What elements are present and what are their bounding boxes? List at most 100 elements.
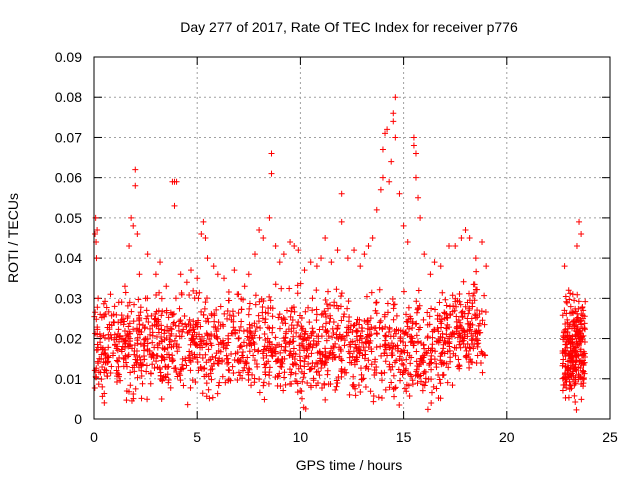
data-point [237, 372, 244, 379]
data-point [410, 142, 417, 149]
data-point [394, 342, 401, 349]
data-point [367, 315, 374, 322]
data-point [204, 331, 211, 338]
data-point [397, 327, 404, 334]
data-point [575, 305, 582, 312]
data-point [205, 346, 212, 353]
data-point [194, 359, 201, 366]
data-point [251, 375, 258, 382]
data-point [145, 318, 152, 325]
data-point [251, 346, 258, 353]
data-point [566, 296, 573, 303]
data-point [213, 334, 220, 341]
data-point [581, 326, 588, 333]
data-point [208, 342, 215, 349]
data-point [125, 323, 132, 330]
data-point [127, 369, 134, 376]
data-point [223, 352, 230, 359]
data-point [476, 320, 483, 327]
data-point [472, 255, 479, 262]
data-point [389, 296, 396, 303]
data-point [224, 355, 231, 362]
data-point [159, 308, 166, 315]
data-point [102, 310, 109, 317]
data-point [379, 146, 386, 153]
data-point [428, 400, 435, 407]
data-point [291, 360, 298, 367]
data-point [572, 352, 579, 359]
data-point [215, 319, 222, 326]
data-point [382, 130, 389, 137]
data-point [355, 382, 362, 389]
data-point [559, 312, 566, 319]
data-point [318, 333, 325, 340]
data-point [250, 339, 257, 346]
data-point [282, 381, 289, 388]
data-point [213, 328, 220, 335]
data-point [386, 178, 393, 185]
data-point [126, 243, 133, 250]
data-point [163, 334, 170, 341]
data-point [313, 317, 320, 324]
data-point [165, 351, 172, 358]
data-point [291, 308, 298, 315]
data-point [115, 371, 122, 378]
data-point [254, 348, 261, 355]
data-point [221, 310, 228, 317]
data-point [429, 334, 436, 341]
data-point [162, 363, 169, 370]
data-point [283, 307, 290, 314]
data-point [291, 243, 298, 250]
data-point [464, 320, 471, 327]
data-point [573, 348, 580, 355]
data-point [562, 382, 569, 389]
data-point [330, 330, 337, 337]
data-point [309, 295, 316, 302]
data-point [449, 382, 456, 389]
data-point [124, 302, 131, 309]
data-point [238, 318, 245, 325]
data-point [95, 344, 102, 351]
data-point [328, 345, 335, 352]
data-point [333, 286, 340, 293]
data-point [256, 376, 263, 383]
data-point [115, 299, 122, 306]
data-point [156, 340, 163, 347]
data-point [442, 296, 449, 303]
data-point [157, 259, 164, 266]
data-point [339, 333, 346, 340]
data-point [208, 331, 215, 338]
data-point [398, 348, 405, 355]
data-point [440, 345, 447, 352]
data-point [126, 320, 133, 327]
data-point [305, 360, 312, 367]
data-point [323, 337, 330, 344]
data-point [193, 290, 200, 297]
data-point [324, 367, 331, 374]
data-point [206, 336, 213, 343]
data-point [255, 312, 262, 319]
data-point [198, 230, 205, 237]
data-point [386, 384, 393, 391]
data-point [202, 235, 209, 241]
data-point [334, 380, 341, 387]
data-point [197, 364, 204, 371]
data-point [268, 170, 275, 177]
data-point [294, 282, 301, 289]
data-point [214, 271, 221, 278]
data-point [441, 350, 448, 357]
data-point [564, 332, 571, 339]
data-point [453, 344, 460, 351]
data-point [240, 339, 247, 346]
data-point [373, 344, 380, 351]
data-point [117, 377, 124, 384]
data-point [412, 150, 419, 157]
data-point [123, 397, 130, 404]
data-point [329, 355, 336, 362]
data-point [152, 271, 159, 278]
data-point [121, 354, 128, 361]
data-point [257, 324, 264, 331]
data-point [260, 298, 267, 305]
data-point [187, 358, 194, 365]
data-point [333, 383, 340, 390]
